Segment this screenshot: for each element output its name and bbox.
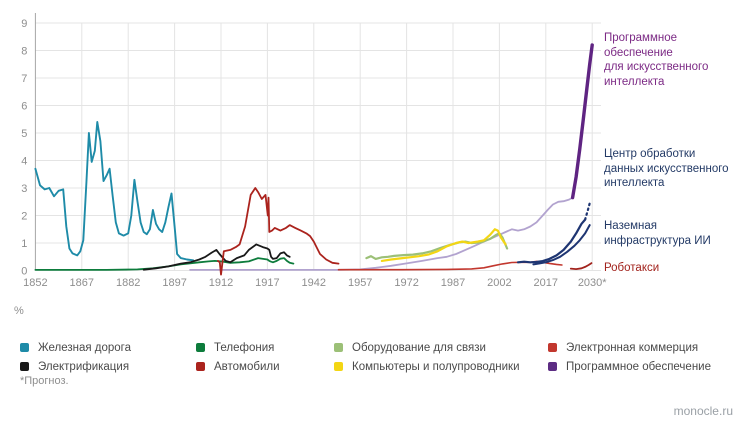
footnote: *Прогноз. — [20, 375, 69, 387]
y-tick-label: 5 — [21, 128, 27, 140]
annotation-ai-datacenter: Центр обработки данных искусственного инте… — [604, 147, 750, 191]
x-tick-label: 1882 — [116, 277, 140, 289]
chart: 0 1 2 3 4 5 6 7 8 9 1852 1867 1882 1897 1912 1917 1942 19… — [14, 13, 607, 317]
y-tick-label: 1 — [21, 238, 27, 250]
legend-item: Электронная коммерция — [548, 338, 711, 357]
legend-label: Программное обеспечение — [566, 360, 711, 373]
x-tick-label: 1897 — [162, 277, 186, 289]
legend-swatch — [196, 343, 205, 352]
legend-item: Программное обеспечение — [548, 357, 711, 376]
legend-label: Железная дорога — [38, 341, 132, 354]
y-tick-label: 9 — [21, 18, 27, 30]
legend-swatch — [334, 343, 343, 352]
annotation-line: Роботакси — [604, 262, 660, 274]
unit-label: % — [14, 305, 24, 317]
x-tick-label: 2002 — [487, 277, 511, 289]
annotation-ai-ground: Наземная инфраструктура ИИ — [604, 219, 750, 248]
legend-label: Электронная коммерция — [566, 341, 699, 354]
annotation-line: интеллекта — [604, 75, 665, 88]
series-line-electrification — [142, 243, 291, 271]
annotation-line: данных искусственного — [604, 162, 729, 175]
legend-swatch — [334, 362, 343, 371]
legend-column: Оборудование для связи Компьютеры и полуп… — [334, 338, 520, 376]
y-tick-label: 8 — [21, 46, 27, 58]
x-tick-label: 1957 — [348, 277, 372, 289]
legend-swatch — [20, 362, 29, 371]
series-line-railroad — [34, 121, 195, 262]
x-tick-label: 1852 — [23, 277, 47, 289]
legend-label: Электрификация — [38, 360, 130, 373]
annotation-line: Наземная — [604, 220, 657, 232]
annotation-line: для искусственного — [604, 61, 709, 73]
x-tick-label: 1987 — [441, 277, 465, 289]
series-line-ai_datacenter_forecast — [584, 200, 592, 221]
legend-item: Железная дорога — [20, 338, 131, 357]
legend-swatch — [548, 343, 557, 352]
series-line-ai_ground — [532, 224, 591, 266]
legend-label: Оборудование для связи — [352, 341, 486, 354]
series-line-software — [189, 196, 574, 271]
annotation-line: обеспечение — [604, 46, 673, 59]
y-tick-label: 4 — [21, 156, 27, 168]
legend-item: Электрификация — [20, 357, 131, 376]
x-tick-label: 2030* — [578, 277, 607, 289]
series-line-telephony — [34, 257, 295, 271]
x-tick-label: 1917 — [255, 277, 279, 289]
series-line-robotaxi — [569, 262, 593, 270]
series-line-ecommerce — [337, 260, 563, 271]
annotation-line: инфраструктура ИИ — [604, 234, 711, 247]
y-tick-label: 7 — [21, 73, 27, 85]
gridlines — [35, 22, 601, 271]
series-line-ai_datacenter — [516, 218, 587, 264]
legend-item: Телефония — [196, 338, 280, 357]
annotation-robotaxi: Роботакси — [604, 261, 750, 276]
series-line-computers — [380, 228, 507, 262]
legend-label: Автомобили — [214, 360, 280, 373]
legend-item: Оборудование для связи — [334, 338, 520, 357]
series-line-comms_equipment — [365, 232, 509, 260]
series-line-ai_software — [570, 43, 594, 200]
legend-swatch — [548, 362, 557, 371]
y-tick-label: 6 — [21, 101, 27, 113]
legend-label: Телефония — [214, 341, 275, 354]
x-tick-label: 2017 — [534, 277, 558, 289]
legend-item: Компьютеры и полупроводники — [334, 357, 520, 376]
annotation-ai-software: Программное обеспечение для искусственного… — [604, 31, 750, 89]
source-watermark: monocle.ru — [673, 404, 733, 418]
annotation-line: Центр обработки — [604, 148, 696, 160]
legend-swatch — [196, 362, 205, 371]
series-line-automobiles — [217, 187, 340, 276]
legend-column: Железная дорога Электрификация — [20, 338, 131, 376]
legend-column: Электронная коммерция Программное обеспеч… — [548, 338, 711, 376]
annotation-line: Программное — [604, 32, 677, 44]
y-tick-label: 0 — [21, 266, 27, 278]
y-tick-label: 3 — [21, 183, 27, 195]
legend-item: Автомобили — [196, 357, 280, 376]
axis-labels: 0 1 2 3 4 5 6 7 8 9 1852 1867 1882 1897 1912 1917 1942 19… — [14, 18, 607, 317]
x-tick-label: 1942 — [302, 277, 326, 289]
x-tick-label: 1912 — [209, 277, 233, 289]
x-tick-label: 1867 — [70, 277, 94, 289]
y-tick-label: 2 — [21, 211, 27, 223]
legend-label: Компьютеры и полупроводники — [352, 360, 520, 373]
legend-swatch — [20, 343, 29, 352]
annotation-line: интеллекта — [604, 177, 665, 189]
legend-column: Телефония Автомобили — [196, 338, 280, 376]
x-tick-label: 1972 — [394, 277, 418, 289]
